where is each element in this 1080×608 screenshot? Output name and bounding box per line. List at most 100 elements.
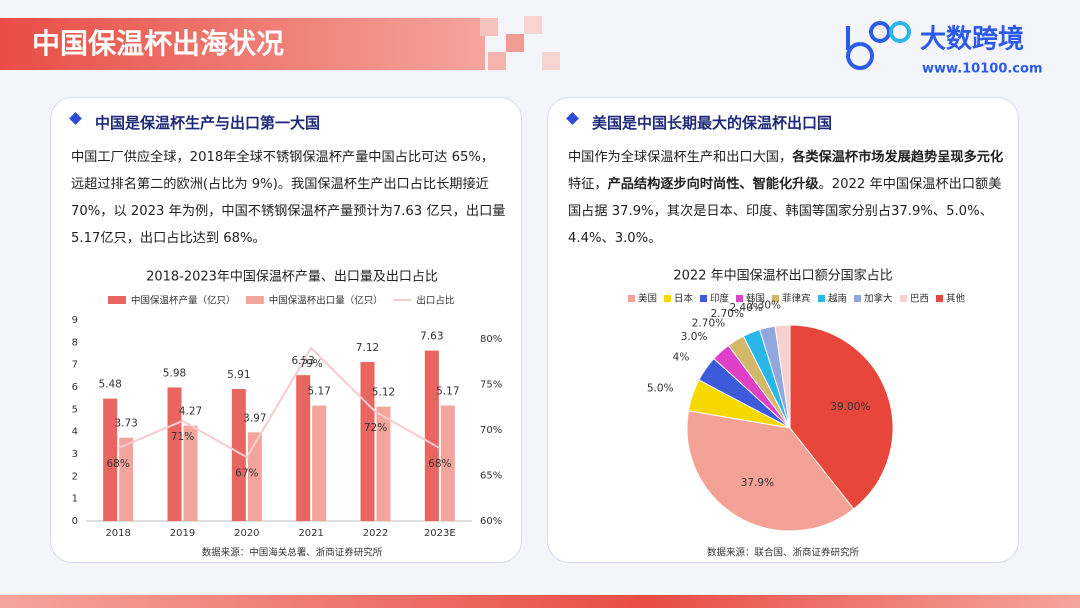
bar — [103, 398, 118, 521]
y-tick-label: 2 — [72, 471, 78, 482]
bar — [312, 405, 327, 521]
legend-label: 韩国 — [746, 293, 765, 305]
brand: 大数跨境 — [920, 24, 1024, 55]
data-label: 68% — [106, 458, 129, 470]
data-label: 5.48 — [98, 379, 121, 391]
chart-title: 2018-2023年中国保温杯产量、出口量及出口占比 — [146, 270, 438, 285]
legend-marker — [700, 295, 707, 302]
legend-marker — [736, 295, 743, 302]
panel-heading: 中国是保温杯生产与出口第一大国 — [95, 114, 321, 132]
data-label: 71% — [171, 431, 194, 443]
data-label: 2.70% — [711, 308, 744, 320]
deco — [524, 16, 542, 34]
x-tick-label: 2018 — [105, 528, 130, 539]
legend-marker — [900, 295, 907, 302]
legend-label: 其他 — [946, 293, 966, 305]
deco — [542, 52, 560, 70]
legend-label: 出口占比 — [416, 295, 454, 307]
legend-marker — [628, 295, 635, 302]
ratio-line — [117, 346, 441, 459]
data-label: 3.97 — [243, 412, 266, 424]
y-tick-label: 9 — [72, 315, 78, 326]
data-label: 5.17 — [436, 386, 459, 398]
data-label: 2.40% — [730, 302, 763, 314]
data-label: 3.0% — [681, 331, 708, 343]
y-tick-label: 1 — [72, 494, 78, 505]
bar — [440, 405, 455, 521]
deco — [488, 52, 506, 70]
legend-marker — [854, 295, 861, 302]
y2-tick-label: 75% — [480, 380, 502, 391]
x-tick-label: 2021 — [298, 528, 323, 539]
data-label: 5.17 — [307, 386, 330, 398]
text: 特征， — [568, 177, 608, 192]
y-tick-label: 7 — [72, 360, 78, 371]
footer-bar — [0, 595, 1080, 608]
legend-label: 加拿大 — [864, 293, 893, 305]
text: 。2022 年中国保温杯出口额美国占据 37.9%，其次是日本、印度、韩国等国家… — [568, 177, 1002, 246]
bar — [183, 425, 198, 521]
data-label: 5.12 — [372, 387, 395, 399]
y-tick-label: 0 — [72, 516, 78, 527]
chart-title: 2022 年中国保温杯出口额分国家占比 — [673, 268, 892, 284]
x-tick-label: 2023E — [424, 528, 456, 539]
legend-label: 巴西 — [910, 294, 929, 305]
legend-marker — [772, 295, 779, 302]
x-tick-label: 2019 — [170, 528, 195, 539]
data-label: 5.98 — [163, 367, 186, 379]
paragraph: 中国作为全球保温杯生产和出口大国，各类保温杯市场发展趋势呈现多元化特征，产品结构… — [568, 144, 1004, 252]
text: 中国作为全球保温杯生产和出口大国， — [568, 150, 793, 165]
y-tick-label: 6 — [72, 382, 78, 393]
pie-slice — [789, 324, 894, 510]
deco — [506, 34, 524, 52]
bar — [296, 375, 311, 521]
data-label: 2.70% — [692, 317, 725, 329]
paragraph: 中国工厂供应全球，2018年全球不锈钢保温杯产量中国占比可达 65%，远超过排名… — [71, 144, 507, 252]
bar — [119, 437, 134, 521]
y-tick-label: 8 — [72, 337, 78, 348]
legend-label: 菲律宾 — [782, 293, 811, 305]
text: 产品结构逐步向时尚性、智能化升级 — [607, 177, 819, 192]
data-label: 67% — [235, 467, 258, 479]
legend-label: 日本 — [674, 293, 694, 305]
legend-label: 越南 — [828, 293, 847, 305]
y-tick-label: 5 — [72, 404, 78, 415]
legend-label: 中国保温杯产量（亿只） — [131, 295, 236, 307]
text: 各类保温杯市场发展趋势呈现多元化 — [792, 150, 1004, 165]
legend-marker — [245, 296, 264, 304]
page-title: 中国保温杯出海状况 — [32, 27, 284, 60]
bar — [247, 432, 262, 521]
data-label: 2.30% — [748, 299, 781, 311]
deco — [480, 18, 498, 36]
data-label: 4.27 — [179, 406, 202, 418]
y2-tick-label: 65% — [480, 471, 502, 482]
panel-heading: 美国是中国长期最大的保温杯出口国 — [592, 114, 833, 132]
data-label: 72% — [364, 422, 387, 434]
data-label: 4% — [673, 351, 690, 363]
y2-tick-label: 60% — [480, 516, 502, 527]
brand-url: www.10100.com — [922, 62, 1043, 77]
legend-label: 美国 — [638, 293, 657, 305]
title-bar — [0, 18, 485, 70]
y2-tick-label: 70% — [480, 425, 502, 436]
data-label: 68% — [428, 458, 451, 470]
bar — [231, 389, 246, 521]
text: 中国工厂供应全球，2018年全球不锈钢保温杯产量中国占比可达 65%，远超过排名… — [71, 150, 506, 246]
data-label: 3.73 — [114, 418, 137, 430]
bar — [167, 387, 182, 521]
data-label: 7.63 — [420, 331, 443, 343]
header-deco: 中国保温杯出海状况 大数跨境 www.10100.com — [0, 16, 1043, 77]
logo — [889, 21, 911, 43]
legend-marker — [664, 295, 671, 302]
y2-tick-label: 80% — [480, 334, 502, 345]
legend-label: 中国保温杯出口量（亿只） — [269, 295, 383, 307]
legend-marker — [818, 295, 825, 302]
bar — [424, 350, 439, 521]
data-label: 7.12 — [356, 342, 379, 354]
source: 数据来源：联合国、浙商证券研究所 — [707, 547, 860, 559]
pie-slice — [686, 410, 855, 532]
bar — [376, 406, 391, 521]
data-label: 37.9% — [741, 477, 774, 489]
